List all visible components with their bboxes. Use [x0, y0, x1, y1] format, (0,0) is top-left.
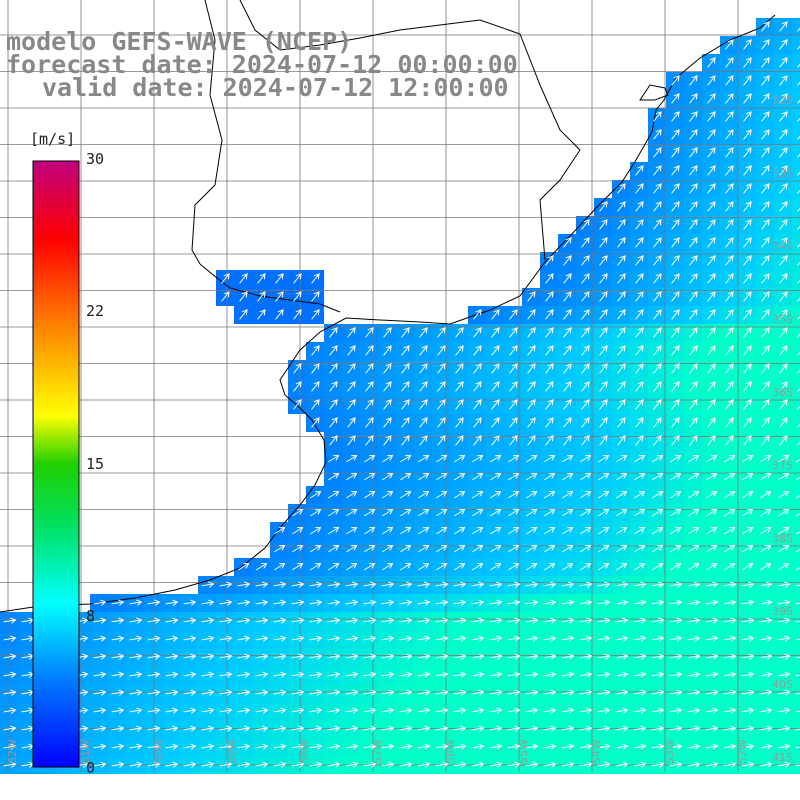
- wind-cell: [792, 234, 800, 252]
- wind-cell: [792, 36, 800, 54]
- land-border-north: [239, 0, 581, 261]
- wind-cell: [792, 54, 800, 72]
- wind-cell: [792, 468, 800, 486]
- wind-cell: [792, 216, 800, 234]
- lon-label: 56W: [444, 739, 457, 764]
- wind-arrow: [797, 23, 800, 32]
- wind-cell: [792, 594, 800, 612]
- wind-cell: [792, 180, 800, 198]
- colorbar-unit: [m/s]: [30, 130, 76, 148]
- wind-cell: [792, 324, 800, 342]
- wind-cell: [792, 252, 800, 270]
- coastline: [0, 14, 776, 613]
- wind-cell: [792, 558, 800, 576]
- lon-label: 62W: [6, 739, 19, 764]
- lagoon: [639, 84, 669, 101]
- wind-cell: [792, 630, 800, 648]
- lon-label: 57W: [371, 739, 384, 764]
- wind-cell: [792, 270, 800, 288]
- lat-label: 34S: [772, 240, 793, 253]
- wind-cell: [792, 90, 800, 108]
- lat-label: 40S: [772, 678, 793, 691]
- wind-cell: [792, 198, 800, 216]
- lon-label: 53W: [663, 739, 676, 764]
- wind-cell: [792, 450, 800, 468]
- wind-cell: [792, 576, 800, 594]
- wind-cell: [792, 738, 800, 756]
- colorbar-tick: 30: [86, 150, 105, 168]
- lat-label: 32S: [772, 94, 793, 107]
- wind-cell: [792, 306, 800, 324]
- lat-label: 36S: [772, 386, 793, 399]
- wind-arrow: [779, 23, 787, 32]
- lon-label: 59W: [225, 739, 238, 764]
- wind-cell: [792, 666, 800, 684]
- wind-cell: [792, 18, 800, 36]
- colorbar-tick: 15: [86, 455, 105, 473]
- wind-cell: [792, 702, 800, 720]
- colorbar-tick: 22: [86, 302, 105, 320]
- lat-label: 38S: [772, 532, 793, 545]
- wind-arrow: [725, 41, 733, 50]
- wind-cell: [792, 72, 800, 90]
- lat-label: 33S: [772, 167, 793, 180]
- lat-label: 35S: [772, 313, 793, 326]
- wind-cell: [792, 144, 800, 162]
- wind-cell: [792, 360, 800, 378]
- lon-label: 52W: [736, 739, 749, 764]
- wind-cell: [792, 432, 800, 450]
- colorbar-tick: 0: [86, 759, 96, 777]
- lat-label: 39S: [772, 605, 793, 618]
- wind-cell: [792, 396, 800, 414]
- wind-cell: [792, 504, 800, 522]
- wind-cell: [792, 108, 800, 126]
- wind-cell: [792, 540, 800, 558]
- wind-speed-field: [0, 18, 800, 774]
- lat-label: 41S: [772, 751, 793, 764]
- lat-label: 37S: [772, 459, 793, 472]
- lon-label: 58W: [298, 739, 311, 764]
- colorbar-tick: 8: [86, 607, 96, 625]
- wind-cell: [792, 288, 800, 306]
- wind-cell: [792, 684, 800, 702]
- wind-cell: [792, 162, 800, 180]
- wind-cell: [792, 342, 800, 360]
- wind-cell: [792, 414, 800, 432]
- wind-vectors: [3, 23, 800, 766]
- land-border-west: [191, 0, 223, 265]
- wind-cell: [792, 648, 800, 666]
- lon-label: 60W: [152, 739, 165, 764]
- wind-cell: [792, 486, 800, 504]
- wind-arrow: [761, 23, 769, 32]
- wind-cell: [792, 378, 800, 396]
- wind-cell: [792, 522, 800, 540]
- valid-date: valid date: 2024-07-12 12:00:00: [42, 73, 509, 102]
- lon-label: 55W: [517, 739, 530, 764]
- wind-cell: [792, 720, 800, 738]
- colorbar: [32, 160, 80, 768]
- lon-label: 54W: [590, 739, 603, 764]
- wind-cell: [792, 126, 800, 144]
- wind-cell: [792, 612, 800, 630]
